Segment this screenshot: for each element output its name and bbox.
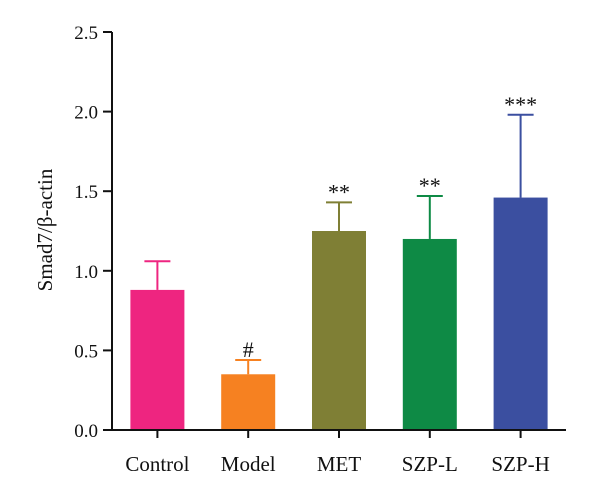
y-tick-label: 2.0 bbox=[74, 103, 98, 124]
y-tick-label: 1.5 bbox=[74, 182, 98, 203]
y-axis-label: Smad7/β-actin bbox=[33, 168, 57, 291]
bar-szp-h bbox=[494, 198, 548, 430]
significance-marker: # bbox=[243, 337, 254, 362]
x-axis-categories: Control Model MET SZP-L SZP-H bbox=[125, 430, 549, 476]
y-axis-ticks: 0.0 0.5 1.0 1.5 2.0 2.5 bbox=[74, 23, 112, 442]
x-category-label: MET bbox=[317, 452, 362, 476]
y-tick-label: 0.5 bbox=[74, 341, 98, 362]
bar-model bbox=[221, 374, 275, 430]
y-tick-label: 2.5 bbox=[74, 23, 98, 44]
significance-marker: ** bbox=[328, 179, 350, 204]
bar-control bbox=[130, 290, 184, 430]
x-category-label: SZP-H bbox=[491, 452, 549, 476]
bar-met bbox=[312, 231, 366, 430]
significance-marker: *** bbox=[504, 92, 537, 117]
y-tick-label: 0.0 bbox=[74, 421, 98, 442]
significance-marker: ** bbox=[419, 173, 441, 198]
significance-labels: #** ***** bbox=[243, 92, 537, 362]
x-category-label: Control bbox=[125, 452, 189, 476]
bar-szp-l bbox=[403, 239, 457, 430]
bars bbox=[130, 198, 547, 430]
x-category-label: SZP-L bbox=[402, 452, 458, 476]
x-category-label: Model bbox=[221, 452, 276, 476]
y-tick-label: 1.0 bbox=[74, 262, 98, 283]
